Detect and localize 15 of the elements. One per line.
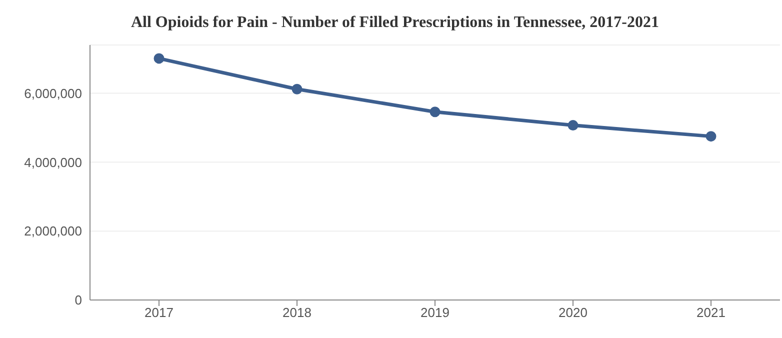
point — [154, 53, 164, 64]
chart-title: All Opioids for Pain - Number of Filled Prescriptions in Tennessee, 2017-2021 — [130, 13, 660, 33]
y-tick-label: 2,000,000 — [24, 224, 82, 239]
x-tick-label: 2018 — [282, 305, 312, 320]
y-tick-label: 4,000,000 — [24, 154, 82, 170]
point — [430, 106, 440, 118]
x-tick-label: 2019 — [420, 305, 450, 320]
point — [706, 131, 716, 142]
x-tick-label: 2020 — [558, 305, 588, 320]
y-tick-label: 0 — [74, 292, 82, 308]
point — [292, 84, 302, 94]
point — [568, 120, 578, 131]
x-tick-label: 2021 — [696, 305, 726, 320]
y-tick-label: 6,000,000 — [24, 86, 82, 101]
x-tick-label: 2017 — [144, 305, 174, 320]
